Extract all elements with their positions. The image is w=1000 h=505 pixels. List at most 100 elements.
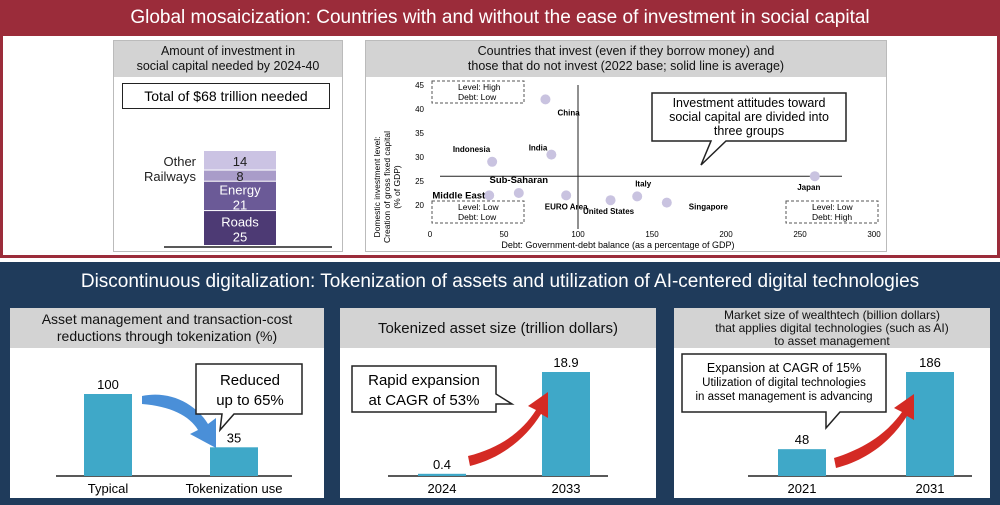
scatter-panel-header: Countries that invest (even if they borr… xyxy=(366,41,886,77)
scatter-point xyxy=(540,94,551,105)
point-label: United States xyxy=(583,207,635,216)
bar-value-label: 18.9 xyxy=(553,355,578,370)
groups-callout-line2: social capital are divided into xyxy=(669,110,829,124)
cost-header-line1: Asset management and transaction-cost xyxy=(41,311,293,327)
scatter-point xyxy=(487,156,498,167)
tokenized-asset-chart: 0.4 2024 18.9 2033 Rapid expansion at CAGR … xyxy=(351,355,608,496)
segment-label: Other xyxy=(163,154,196,169)
bar xyxy=(210,447,258,476)
bar-value-label: 35 xyxy=(227,430,241,445)
bar-value-label: 0.4 xyxy=(433,457,451,472)
x-tick-label: 200 xyxy=(719,230,733,239)
x-axis-label: Debt: Government-debt balance (as a perc… xyxy=(501,240,734,250)
y-tick-label: 20 xyxy=(415,201,424,210)
total-callout: Total of $68 trillion needed xyxy=(122,83,330,109)
wealthtech-callout-line2: Utilization of digital technologies xyxy=(702,377,866,389)
x-tick-label: 0 xyxy=(428,230,433,239)
groups-callout-box xyxy=(651,92,847,166)
y-axis-label-line1: Domestic investment level: xyxy=(372,136,382,237)
scatter-point xyxy=(546,149,557,160)
investment-panel: Amount of investment in social capital n… xyxy=(113,40,343,252)
investment-header-line1: Amount of investment in xyxy=(160,44,296,58)
segment-label: Energy xyxy=(219,182,261,197)
point-label: Sub-Saharan xyxy=(489,175,548,186)
scatter-point xyxy=(632,191,643,202)
quadrant-br-line1: Level: Low xyxy=(812,202,853,212)
quadrant-box-low-high xyxy=(785,200,879,224)
wealthtech-callout-line3: in asset management is advancing xyxy=(695,391,872,403)
wealthtech-header-line3: to asset management xyxy=(774,333,890,348)
x-tick-label: 100 xyxy=(571,230,585,239)
reduction-callout-line1: Reduced xyxy=(220,372,280,389)
tokenized-asset-panel: Tokenized asset size (trillion dollars) … xyxy=(340,308,656,498)
growth-callout-line2: at CAGR of 53% xyxy=(369,392,480,409)
segment-label: Roads xyxy=(221,215,259,230)
category-label: 2021 xyxy=(788,481,817,496)
bottom-banner: Discontinuous digitalization: Tokenizati… xyxy=(0,262,1000,302)
bar xyxy=(418,473,466,476)
category-label: 2024 xyxy=(428,481,457,496)
growth-callout-box xyxy=(351,365,515,413)
quadrant-box-high-low xyxy=(431,80,525,104)
tokenized-asset-header: Tokenized asset size (trillion dollars) xyxy=(340,308,656,348)
point-label: Singapore xyxy=(689,203,729,212)
bar xyxy=(778,449,826,476)
top-banner-title: Global mosaicization: Countries with and… xyxy=(130,7,870,28)
groups-callout-line3: three groups xyxy=(714,124,784,138)
point-label: Italy xyxy=(635,179,652,188)
tokenized-header-text: Tokenized asset size (trillion dollars) xyxy=(377,319,619,337)
groups-callout-line1: Investment attitudes toward xyxy=(673,96,826,110)
scatter-panel: Countries that invest (even if they borr… xyxy=(365,40,887,252)
y-tick-label: 25 xyxy=(415,177,424,186)
y-axis-label-line3: (% of GDP) xyxy=(392,165,402,209)
scatter-point xyxy=(561,190,572,201)
scatter-chart: 0 50 100 150 200 250 300 20 25 30 35 40 45 China India… xyxy=(372,80,881,250)
scatter-point xyxy=(809,171,820,182)
wealthtech-chart: 48 2021 186 2031 Expansion at CAGR of 15% U… xyxy=(681,353,972,496)
quadrant-bl-line2: Debt: Low xyxy=(458,212,497,222)
reduction-callout-box xyxy=(195,363,303,433)
quadrant-br-line2: Debt: High xyxy=(812,212,852,222)
point-label: China xyxy=(557,108,580,117)
stack-segment-energy xyxy=(204,181,276,211)
y-tick-label: 30 xyxy=(415,153,424,162)
bar xyxy=(84,394,132,476)
x-tick-label: 300 xyxy=(867,230,881,239)
total-callout-text: Total of $68 trillion needed xyxy=(144,88,308,104)
scatter-point xyxy=(513,188,524,198)
x-tick-label: 50 xyxy=(500,230,509,239)
point-label: India xyxy=(529,144,548,153)
x-tick-label: 250 xyxy=(793,230,807,239)
stack-segment-other xyxy=(204,151,276,170)
scatter-point xyxy=(605,195,616,206)
stack-segment-railways xyxy=(204,170,276,181)
y-tick-label: 35 xyxy=(415,129,424,138)
category-label: Typical xyxy=(88,481,129,496)
wealthtech-callout-line1: Expansion at CAGR of 15% xyxy=(707,361,861,375)
x-tick-label: 150 xyxy=(645,230,659,239)
quadrant-box-low-low xyxy=(431,200,525,224)
point-label: Indonesia xyxy=(453,145,491,154)
segment-value: 8 xyxy=(236,169,243,184)
quadrant-bl-line1: Level: Low xyxy=(458,202,499,212)
segment-value: 14 xyxy=(233,154,247,169)
top-banner: Global mosaicization: Countries with and… xyxy=(0,0,1000,36)
wealthtech-growth-arrow xyxy=(834,394,914,468)
cost-reduction-chart: 100 Typical 35 Tokenization use Reduced up … xyxy=(56,363,303,496)
bar-value-label: 48 xyxy=(795,432,809,447)
scatter-point xyxy=(484,190,495,201)
segment-value: 25 xyxy=(233,230,247,245)
quadrant-tl-line1: Level: High xyxy=(458,82,501,92)
category-label: Tokenization use xyxy=(186,481,283,496)
investment-header-line2: social capital needed by 2024-40 xyxy=(136,59,320,73)
investment-panel-header: Amount of investment in social capital n… xyxy=(114,41,342,77)
point-label: Middle East xyxy=(432,190,486,201)
scatter-point xyxy=(661,197,672,208)
scatter-header-line2: those that do not invest (2022 base; sol… xyxy=(467,59,785,73)
point-label: Japan xyxy=(797,183,820,192)
y-axis-label-line2: Creation of gross fixed capital xyxy=(382,131,392,243)
bar xyxy=(542,372,590,476)
bar xyxy=(906,372,954,476)
category-label: 2031 xyxy=(916,481,945,496)
